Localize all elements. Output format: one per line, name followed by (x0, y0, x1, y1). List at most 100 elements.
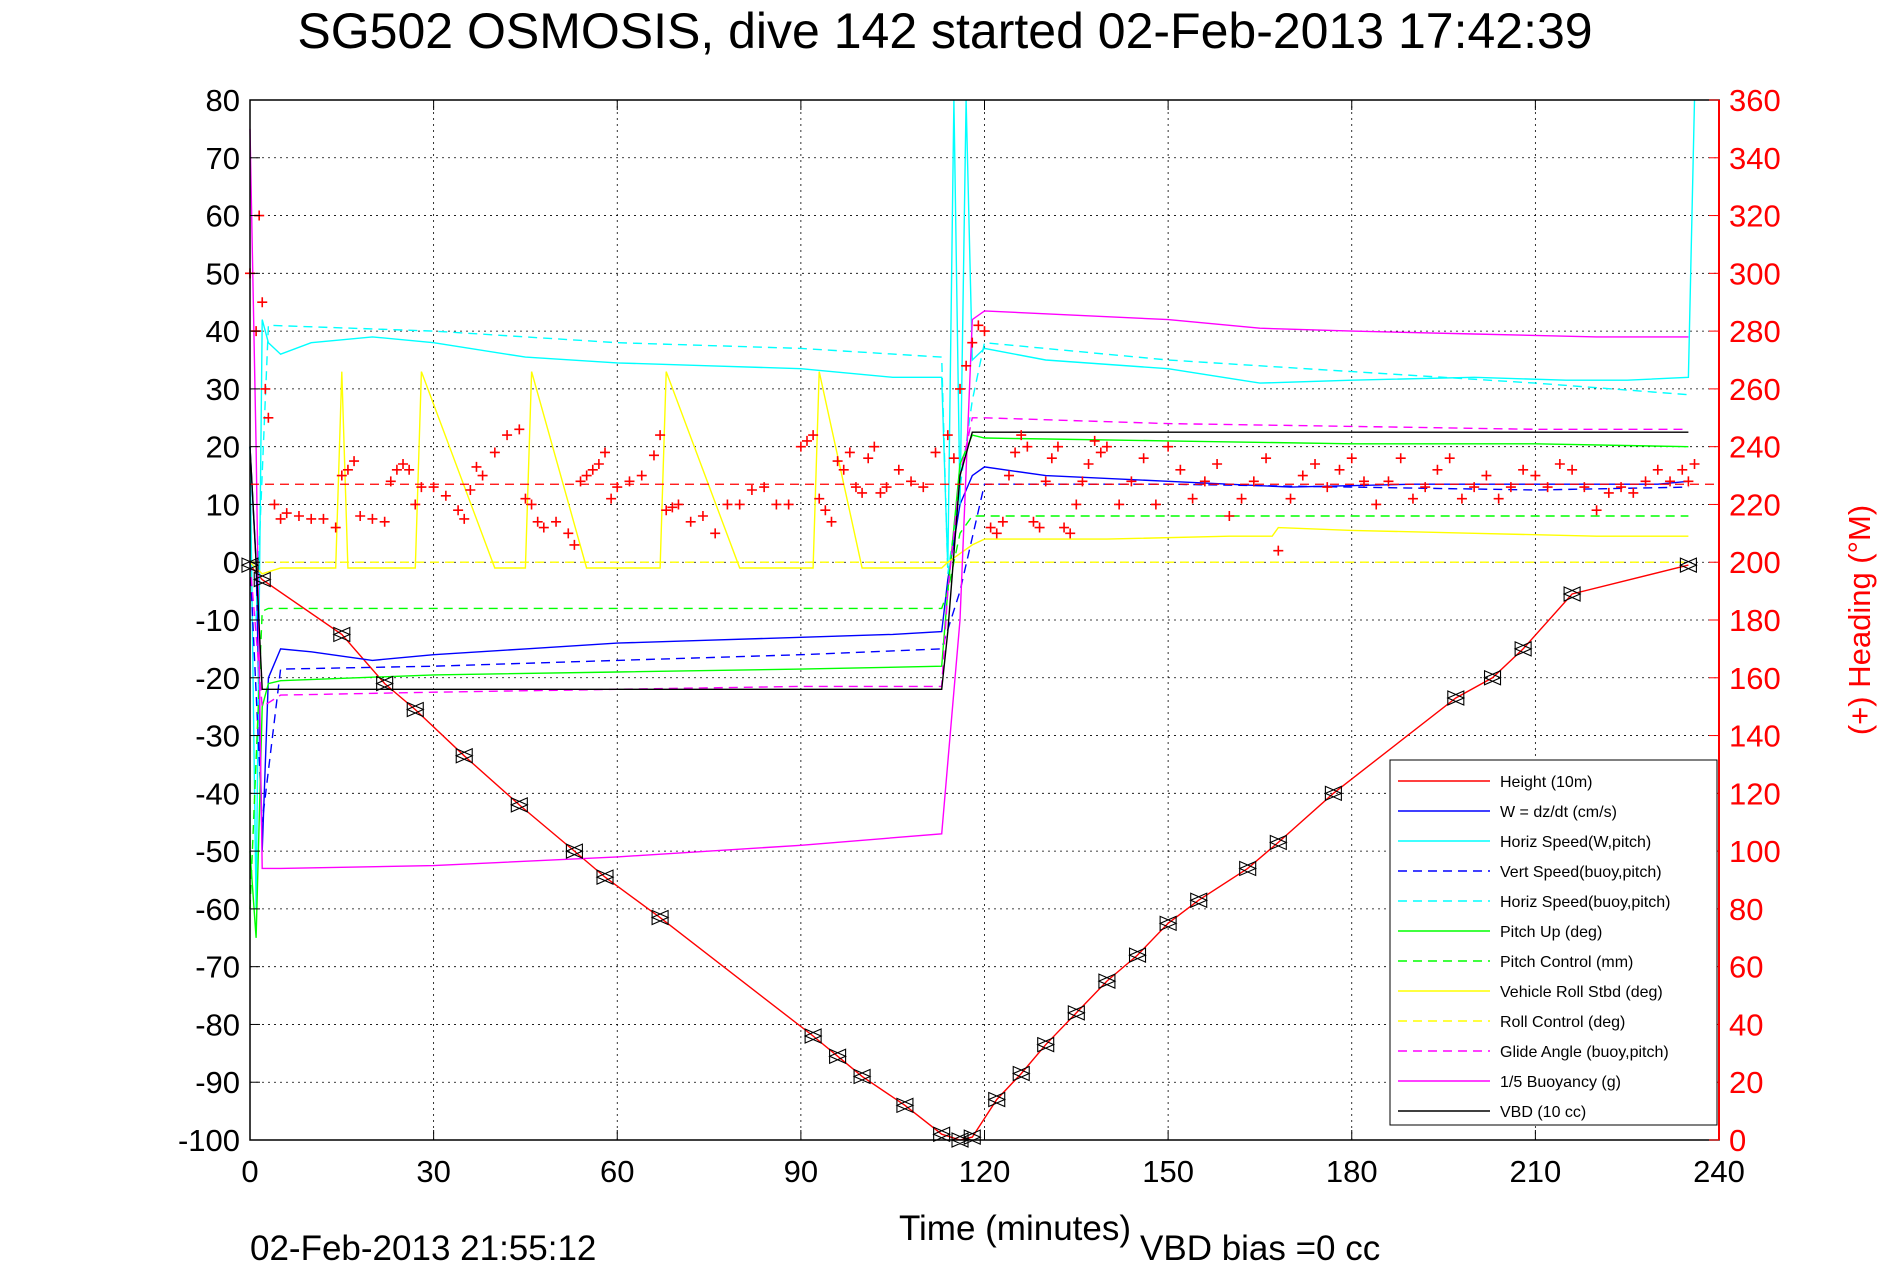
heading-point (875, 487, 886, 498)
legend-label: Vert Speed(buoy,pitch) (1500, 864, 1662, 881)
heading-point (1383, 476, 1394, 487)
y2-tick-label: 120 (1729, 776, 1781, 811)
heading-point (985, 522, 996, 533)
x-tick-label: 180 (1326, 1154, 1378, 1189)
heading-point (1530, 470, 1541, 481)
x-tick-label: 120 (959, 1154, 1011, 1189)
series-line (249, 564, 1689, 1141)
height-marker (405, 701, 425, 718)
series-line (249, 483, 1689, 823)
heading-point (1077, 476, 1088, 487)
heading-point (967, 337, 978, 348)
height-marker (252, 571, 272, 588)
heading-point (948, 453, 959, 464)
heading-point (342, 464, 353, 475)
height-marker (565, 843, 584, 859)
height-marker (1011, 1065, 1031, 1082)
heading-point (710, 528, 721, 539)
height-marker (1128, 947, 1147, 963)
y2-tick-label: 260 (1729, 372, 1781, 407)
height-marker (509, 797, 529, 813)
heading-point (673, 499, 684, 510)
heading-point (385, 476, 396, 487)
heading-point (955, 383, 966, 394)
heading-point (844, 447, 855, 458)
heading-point (428, 482, 439, 493)
heading-point (398, 459, 409, 469)
legend-label: Horiz Speed(W,pitch) (1500, 834, 1651, 851)
heading-point (1481, 470, 1492, 481)
y2-tick-label: 240 (1729, 430, 1781, 465)
height-marker (1036, 1036, 1056, 1053)
heading-point (514, 424, 525, 435)
height-marker (932, 1126, 952, 1143)
heading-point (667, 502, 678, 513)
heading-point (685, 516, 696, 527)
heading-point (1285, 493, 1296, 504)
heading-point (930, 447, 941, 458)
x-tick-labels: 0 30 60 90 120 150 180 210 240 (241, 1154, 1744, 1189)
heading-point (1046, 453, 1057, 464)
heading-point (1071, 499, 1082, 510)
y-tick-label: 50 (206, 256, 240, 291)
y2-tick-label: 220 (1729, 487, 1781, 522)
legend-label: W = dz/dt (cm/s) (1500, 804, 1617, 821)
heading-point (1493, 493, 1504, 504)
heading-point (1665, 476, 1676, 487)
height-marker (1238, 860, 1258, 877)
heading-point (1083, 459, 1094, 469)
heading-point (1028, 516, 1039, 527)
y2-tick-label: 200 (1729, 545, 1781, 580)
height-marker (828, 1048, 847, 1065)
y2-tick-label: 280 (1729, 314, 1781, 349)
heading-point (826, 516, 837, 527)
heading-point (355, 511, 366, 521)
legend-label: VBD (10 cc) (1500, 1104, 1586, 1121)
heading-point (1407, 493, 1418, 504)
y-tick-label: -100 (178, 1123, 240, 1158)
heading-point (991, 528, 1002, 539)
heading-point (1677, 464, 1688, 475)
legend: Height (10m) W = dz/dt (cm/s) Horiz Speed(… (1389, 759, 1718, 1126)
heading-point (1640, 476, 1651, 487)
y-tick-label: -70 (195, 950, 240, 985)
heading-point (1089, 435, 1100, 446)
heading-point (1163, 441, 1174, 452)
x-tick-label: 60 (600, 1154, 634, 1189)
heading-point (587, 464, 598, 475)
heading-point (869, 441, 880, 452)
heading-point (1034, 522, 1045, 533)
heading-point (440, 490, 451, 501)
heading-point (1616, 482, 1627, 493)
y-tick-labels: 80 70 60 50 40 30 20 10 0 -10 -20 -30 -40 -50 -60 -70 -8… (178, 83, 240, 1158)
heading-point (257, 297, 268, 308)
heading-point (502, 430, 513, 441)
heading-point (1212, 459, 1223, 469)
heading-point (1297, 470, 1308, 481)
height-marker (1158, 915, 1178, 932)
heading-point (404, 464, 415, 475)
heading-point (795, 441, 806, 452)
height-marker (650, 909, 670, 926)
heading-point (734, 499, 745, 510)
heading-point (648, 450, 659, 461)
y2-tick-label: 20 (1729, 1065, 1763, 1100)
heading-point (318, 513, 329, 524)
heading-point (1518, 464, 1529, 475)
y-tick-label: -50 (195, 834, 240, 869)
heading-point (538, 522, 549, 533)
heading-point (636, 470, 647, 481)
height-marker (454, 747, 474, 764)
heading-point (746, 485, 757, 495)
heading-point (857, 487, 868, 498)
heading-point (306, 513, 317, 524)
series-line (249, 417, 1689, 708)
heading-point (453, 505, 464, 516)
series-line (249, 99, 1696, 909)
heading-point (410, 499, 421, 510)
heading-point (1322, 482, 1333, 493)
y-tick-label: 70 (206, 141, 240, 176)
y2-tick-label: 100 (1729, 834, 1781, 869)
heading-point (1371, 499, 1382, 510)
heading-point (1138, 453, 1149, 464)
